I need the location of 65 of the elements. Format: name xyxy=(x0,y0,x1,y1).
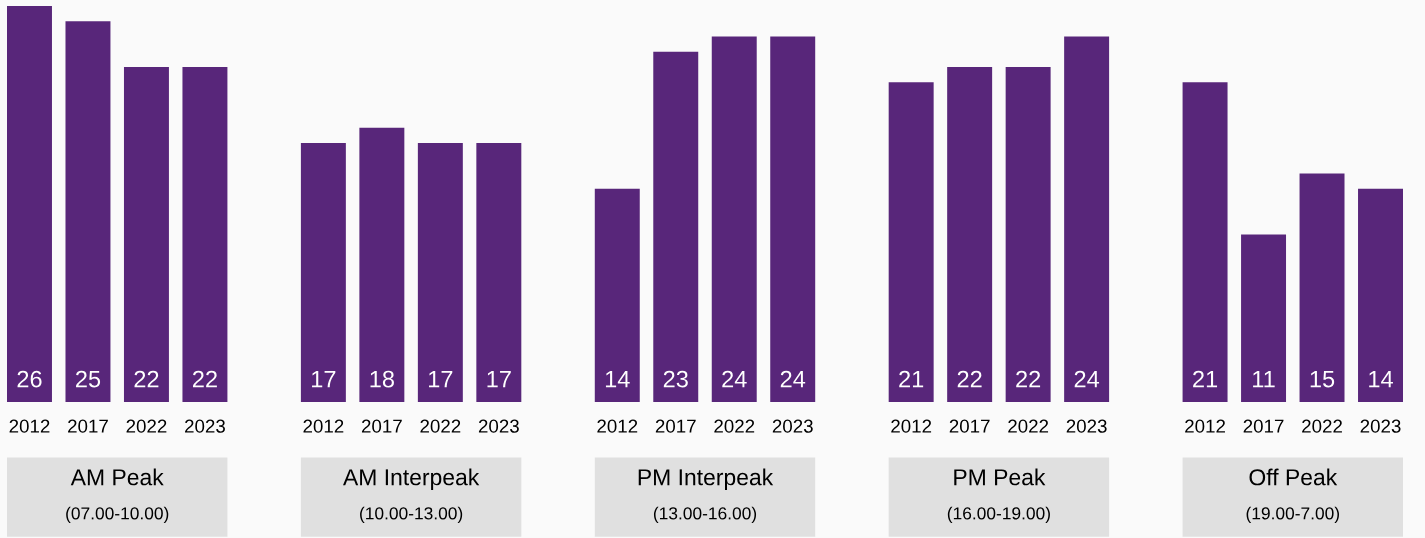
data-label: 22 xyxy=(193,370,217,388)
text: 2023 xyxy=(1360,419,1401,433)
text: 2022 xyxy=(714,419,755,433)
data-label: 24 xyxy=(722,370,747,388)
bar xyxy=(300,143,346,402)
text: 2017 xyxy=(1243,419,1284,433)
text: 2012 xyxy=(891,419,932,433)
data-label: 11 xyxy=(1253,370,1275,388)
bar xyxy=(1241,234,1287,402)
bar xyxy=(947,66,993,402)
bar xyxy=(594,188,640,402)
data-label: 22 xyxy=(134,370,159,388)
text: 2022 xyxy=(1302,419,1342,433)
bar xyxy=(65,21,111,402)
text: 2017 xyxy=(361,419,402,433)
series-label: 2022 xyxy=(126,419,167,433)
bar xyxy=(182,66,228,402)
bar xyxy=(7,6,52,402)
series-label: 2012 xyxy=(9,419,50,433)
data-label: 21 xyxy=(1193,370,1218,388)
data-label: 23 xyxy=(663,370,688,388)
text: 2012 xyxy=(1185,419,1225,433)
text: 2017 xyxy=(949,419,990,433)
bar xyxy=(1005,66,1051,402)
bar xyxy=(888,82,934,402)
bar xyxy=(1182,82,1228,402)
data-label: 25 xyxy=(76,370,101,388)
x-tick-label: PM Peak (16.00-19.00) xyxy=(947,468,1050,523)
bar xyxy=(417,143,463,402)
data-label: 26 xyxy=(17,370,42,388)
data-label: 24 xyxy=(1074,370,1100,388)
text: 2023 xyxy=(1066,419,1107,433)
bar xyxy=(476,143,522,402)
data-label: 18 xyxy=(370,370,394,388)
text: 2017 xyxy=(655,419,696,433)
bar xyxy=(359,127,405,402)
bar xyxy=(770,36,816,402)
data-label: 15 xyxy=(1310,370,1335,388)
text: 2023 xyxy=(772,419,813,433)
text: 2012 xyxy=(303,419,344,433)
data-label: 14 xyxy=(1369,370,1393,388)
bar xyxy=(123,66,169,402)
data-label: 22 xyxy=(957,370,982,388)
bar xyxy=(653,51,699,402)
x-tick-label: AM Peak (07.00-10.00) xyxy=(66,468,169,523)
text: 2022 xyxy=(1008,419,1049,433)
series-label: 2023 xyxy=(185,419,225,433)
data-label: 17 xyxy=(312,370,336,388)
data-label: 22 xyxy=(1016,370,1041,388)
bar xyxy=(711,36,757,402)
bar xyxy=(1299,173,1345,402)
text: 2022 xyxy=(420,419,461,433)
bar xyxy=(1358,188,1403,402)
x-tick-label: Off Peak (19.00-7.00) xyxy=(1246,468,1340,523)
data-label: 21 xyxy=(899,370,924,388)
series-label: 2017 xyxy=(68,419,108,433)
data-label: 14 xyxy=(605,370,630,388)
text: 2023 xyxy=(478,419,519,433)
bar xyxy=(1064,36,1110,402)
data-label: 17 xyxy=(487,370,511,388)
text: 2012 xyxy=(597,419,638,433)
x-tick-label: PM Interpeak (13.00-16.00) xyxy=(638,468,774,523)
x-tick-label: AM Interpeak (10.00-13.00) xyxy=(343,468,480,523)
data-label: 24 xyxy=(780,370,806,388)
data-label: 17 xyxy=(429,370,453,388)
